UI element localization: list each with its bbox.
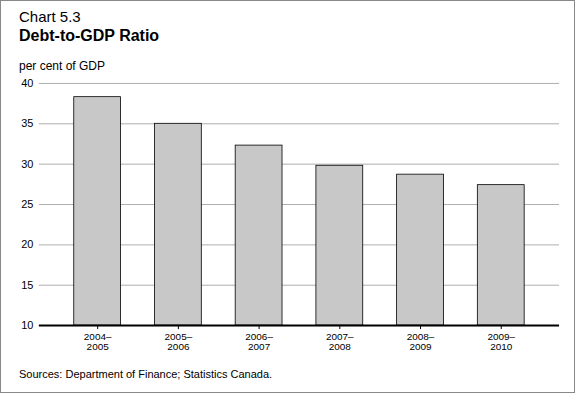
html-text:Debt-to-GDP Ratio: Debt-to-GDP Ratio	[19, 27, 160, 44]
svg-text:40: 40	[21, 77, 33, 89]
svg-text:2006–2007: 2006–2007	[245, 331, 273, 352]
html-text:per cent of GDP: per cent of GDP	[19, 59, 105, 73]
svg-text:35: 35	[21, 117, 33, 129]
svg-text:20: 20	[21, 238, 33, 250]
svg-text:10: 10	[21, 319, 33, 331]
svg-text:2008–2009: 2008–2009	[407, 331, 435, 352]
svg-text:2004–2005: 2004–2005	[84, 331, 112, 352]
svg-text:25: 25	[21, 198, 33, 210]
svg-text:30: 30	[21, 158, 33, 170]
html-text:Chart 5.3: Chart 5.3	[19, 8, 81, 25]
svg-text:2005–2006: 2005–2006	[165, 331, 193, 352]
svg-text:2007–2008: 2007–2008	[326, 331, 354, 352]
svg-text:2009–2010: 2009–2010	[487, 331, 515, 352]
html-text:Sources: Department of Finance: Sources: Department of Finance; Statisti…	[19, 368, 273, 380]
svg-text:15: 15	[21, 279, 33, 291]
